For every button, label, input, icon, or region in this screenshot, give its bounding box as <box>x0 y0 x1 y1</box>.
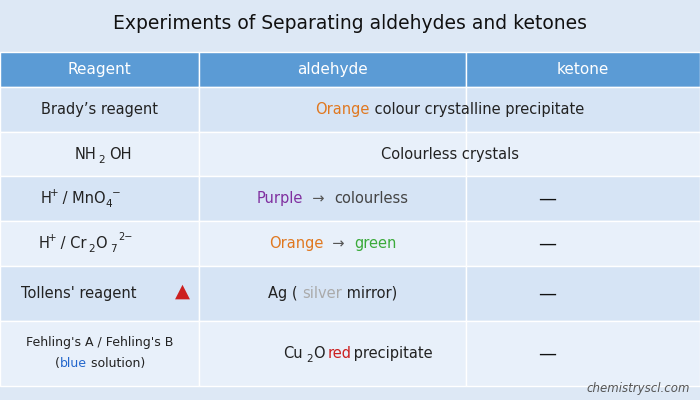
Bar <box>199 266 466 321</box>
Text: +: + <box>50 188 59 198</box>
Text: silver: silver <box>302 286 342 301</box>
Text: →: → <box>323 236 354 251</box>
Text: chemistryscl.com: chemistryscl.com <box>586 382 690 395</box>
Bar <box>466 132 700 176</box>
Bar <box>466 321 700 386</box>
Text: ketone: ketone <box>556 62 609 77</box>
Text: blue: blue <box>60 357 87 370</box>
Text: →: → <box>303 191 334 206</box>
Text: —: — <box>538 345 557 363</box>
Text: colourless: colourless <box>334 191 408 206</box>
Text: —: — <box>538 234 557 252</box>
Text: Cu: Cu <box>284 346 303 361</box>
Text: aldehyde: aldehyde <box>297 62 368 77</box>
Text: H: H <box>40 191 51 206</box>
Text: 4: 4 <box>105 199 112 209</box>
Text: —: — <box>538 284 557 302</box>
Text: −: − <box>112 188 121 198</box>
Bar <box>0 266 199 321</box>
Bar <box>199 221 466 266</box>
Bar <box>0 132 199 176</box>
Bar <box>466 176 700 221</box>
Bar <box>0 52 199 87</box>
Bar <box>199 321 466 386</box>
Text: mirror): mirror) <box>342 286 397 301</box>
Text: ▲: ▲ <box>174 282 190 301</box>
Text: Brady’s reagent: Brady’s reagent <box>41 102 158 117</box>
Bar <box>0 176 199 221</box>
Text: —: — <box>538 190 557 208</box>
Text: Reagent: Reagent <box>68 62 132 77</box>
Text: Ag (: Ag ( <box>268 286 302 301</box>
Text: O: O <box>314 346 330 361</box>
Text: Orange: Orange <box>269 236 323 251</box>
Text: colour crystalline precipitate: colour crystalline precipitate <box>370 102 584 117</box>
Text: 2: 2 <box>88 244 95 254</box>
Text: +: + <box>48 233 57 243</box>
Text: / Cr: / Cr <box>56 236 87 251</box>
Text: Tollens' reagent: Tollens' reagent <box>21 286 136 301</box>
Bar <box>199 132 466 176</box>
Bar <box>199 87 466 132</box>
Text: Orange: Orange <box>316 102 370 117</box>
Text: 7: 7 <box>110 244 117 254</box>
Text: NH: NH <box>74 146 96 162</box>
Bar <box>466 87 700 132</box>
Text: red: red <box>328 346 351 361</box>
Bar <box>0 321 199 386</box>
Text: Purple: Purple <box>257 191 303 206</box>
Text: 2: 2 <box>307 354 313 364</box>
Text: precipitate: precipitate <box>349 346 432 361</box>
Bar <box>466 266 700 321</box>
Text: Fehling's A / Fehling's B: Fehling's A / Fehling's B <box>26 336 174 349</box>
Text: / MnO: / MnO <box>57 191 106 206</box>
Text: 2−: 2− <box>118 232 132 242</box>
Text: Colourless crystals: Colourless crystals <box>381 146 519 162</box>
Text: H: H <box>38 236 49 251</box>
Text: solution): solution) <box>87 357 145 370</box>
Bar <box>466 52 700 87</box>
Bar <box>466 221 700 266</box>
Text: OH: OH <box>109 146 132 162</box>
Text: (: ( <box>55 357 60 370</box>
Text: O: O <box>94 236 106 251</box>
Bar <box>0 221 199 266</box>
Text: Experiments of Separating aldehydes and ketones: Experiments of Separating aldehydes and … <box>113 14 587 33</box>
Bar <box>199 52 466 87</box>
Bar <box>0 87 199 132</box>
Bar <box>199 176 466 221</box>
Text: 2: 2 <box>98 155 105 165</box>
Text: green: green <box>354 236 396 251</box>
